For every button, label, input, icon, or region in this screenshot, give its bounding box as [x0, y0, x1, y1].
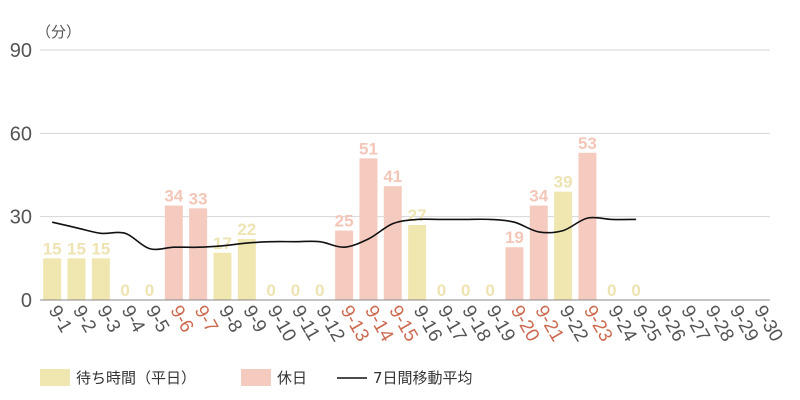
- y-tick-label: 60: [10, 123, 32, 145]
- grid-lines: [40, 49, 770, 218]
- y-axis-ticks: 0 30 60 90: [10, 40, 32, 312]
- x-tick-label: 9-9: [238, 302, 270, 336]
- data-label: 25: [335, 212, 354, 231]
- legend-label-moving-average: 7日間移動平均: [373, 369, 473, 387]
- x-tick-label: 9-5: [141, 302, 173, 336]
- data-label: 53: [578, 134, 597, 153]
- data-label: 17: [213, 234, 232, 253]
- data-label: 27: [408, 206, 427, 225]
- bar: [164, 205, 183, 300]
- x-tick-label: 9-8: [214, 302, 246, 336]
- x-axis-ticks: 9-19-29-39-49-59-69-79-89-99-109-119-129…: [44, 302, 787, 346]
- x-tick-label: 9-6: [165, 302, 197, 336]
- moving-average-line: [52, 216, 637, 251]
- data-label: 34: [529, 187, 548, 206]
- x-tick-label: 9-1: [44, 302, 76, 336]
- data-label: 0: [291, 281, 300, 300]
- y-tick-label: 0: [21, 290, 32, 312]
- data-label: 41: [383, 167, 402, 186]
- y-unit-label: （分）: [36, 23, 81, 41]
- bar: [67, 258, 86, 300]
- legend-label-holiday: 休日: [277, 369, 307, 387]
- data-label: 22: [237, 220, 256, 239]
- x-tick-label: 9-2: [68, 302, 100, 336]
- data-label: 15: [91, 239, 110, 258]
- data-label: 19: [505, 228, 524, 247]
- bar: [408, 225, 427, 300]
- x-tick-label: 9-3: [92, 302, 124, 336]
- legend-swatch-weekday: [40, 369, 70, 386]
- bar: [578, 152, 597, 300]
- bar: [505, 247, 524, 300]
- bar: [213, 252, 232, 300]
- data-label: 0: [607, 281, 616, 300]
- data-label: 0: [437, 281, 446, 300]
- bar: [237, 238, 256, 300]
- y-tick-label: 30: [10, 207, 32, 229]
- data-label: 0: [120, 281, 129, 300]
- bars: [43, 152, 597, 300]
- x-tick-label: 9-7: [190, 302, 222, 336]
- data-label: 0: [631, 281, 640, 300]
- bar: [529, 205, 548, 300]
- data-label: 0: [315, 281, 324, 300]
- legend-label-weekday: 待ち時間（平日）: [76, 369, 196, 387]
- bar: [189, 208, 208, 300]
- data-label: 0: [485, 281, 494, 300]
- data-label: 15: [67, 239, 86, 258]
- bar: [335, 230, 354, 300]
- bar: [91, 258, 110, 300]
- data-label: 39: [554, 173, 573, 192]
- bar: [383, 186, 402, 300]
- data-label: 0: [461, 281, 470, 300]
- y-tick-label: 90: [10, 40, 32, 62]
- data-label: 15: [43, 239, 62, 258]
- x-tick-label: 9-4: [117, 302, 149, 337]
- data-label: 33: [189, 189, 208, 208]
- legend: 待ち時間（平日） 休日 7日間移動平均: [40, 369, 473, 387]
- data-label: 0: [266, 281, 275, 300]
- bar: [554, 191, 573, 300]
- data-label: 34: [164, 187, 183, 206]
- bar: [359, 158, 378, 300]
- legend-swatch-holiday: [241, 369, 271, 386]
- data-label: 51: [359, 139, 378, 158]
- bar: [43, 258, 62, 300]
- data-label: 0: [145, 281, 154, 300]
